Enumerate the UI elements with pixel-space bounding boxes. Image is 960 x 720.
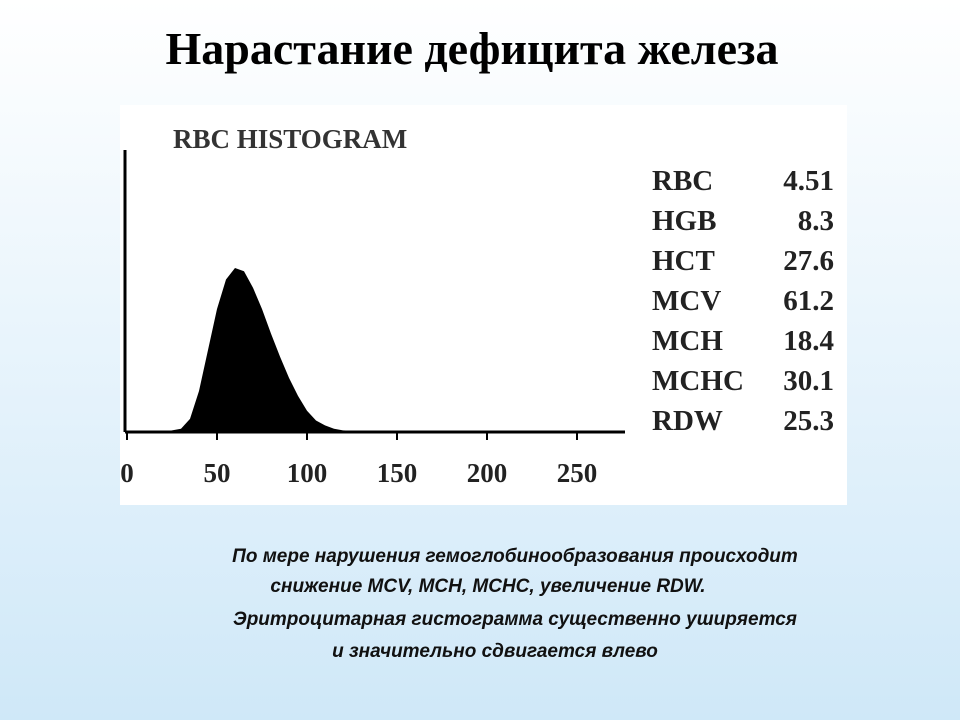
stat-label: RBC: [652, 165, 713, 197]
x-tick-label: 0: [120, 458, 134, 488]
stat-label: MCHC: [652, 365, 744, 397]
stat-label: MCV: [652, 285, 721, 317]
stat-value: 4.51: [783, 165, 834, 197]
stat-label: MCH: [652, 325, 723, 357]
caption-line: Эритроцитарная гистограмма существенно у…: [233, 609, 797, 630]
slide-title: Нарастание дефицита железа: [166, 23, 779, 74]
stat-label: RDW: [652, 405, 723, 437]
stat-value: 61.2: [783, 285, 834, 317]
caption-line: снижение MCV, MCH, MCHC, увеличение RDW.: [270, 576, 705, 597]
stat-value: 8.3: [798, 205, 834, 237]
x-tick-label: 150: [377, 458, 418, 488]
x-tick-label: 250: [557, 458, 598, 488]
stat-value: 30.1: [783, 365, 834, 397]
histogram-area: [163, 268, 379, 432]
stat-value: 27.6: [783, 245, 834, 277]
chart-title: RBC HISTOGRAM: [173, 124, 407, 154]
x-tick-label: 200: [467, 458, 508, 488]
caption-line: и значительно сдвигается влево: [332, 641, 658, 662]
stat-value: 25.3: [783, 405, 834, 437]
stat-value: 18.4: [783, 325, 834, 357]
caption-line: По мере нарушения гемоглобинообразования…: [232, 546, 798, 567]
x-tick-label: 100: [287, 458, 328, 488]
stat-label: HGB: [652, 205, 716, 237]
stat-label: HCT: [652, 245, 715, 277]
x-tick-label: 50: [204, 458, 231, 488]
